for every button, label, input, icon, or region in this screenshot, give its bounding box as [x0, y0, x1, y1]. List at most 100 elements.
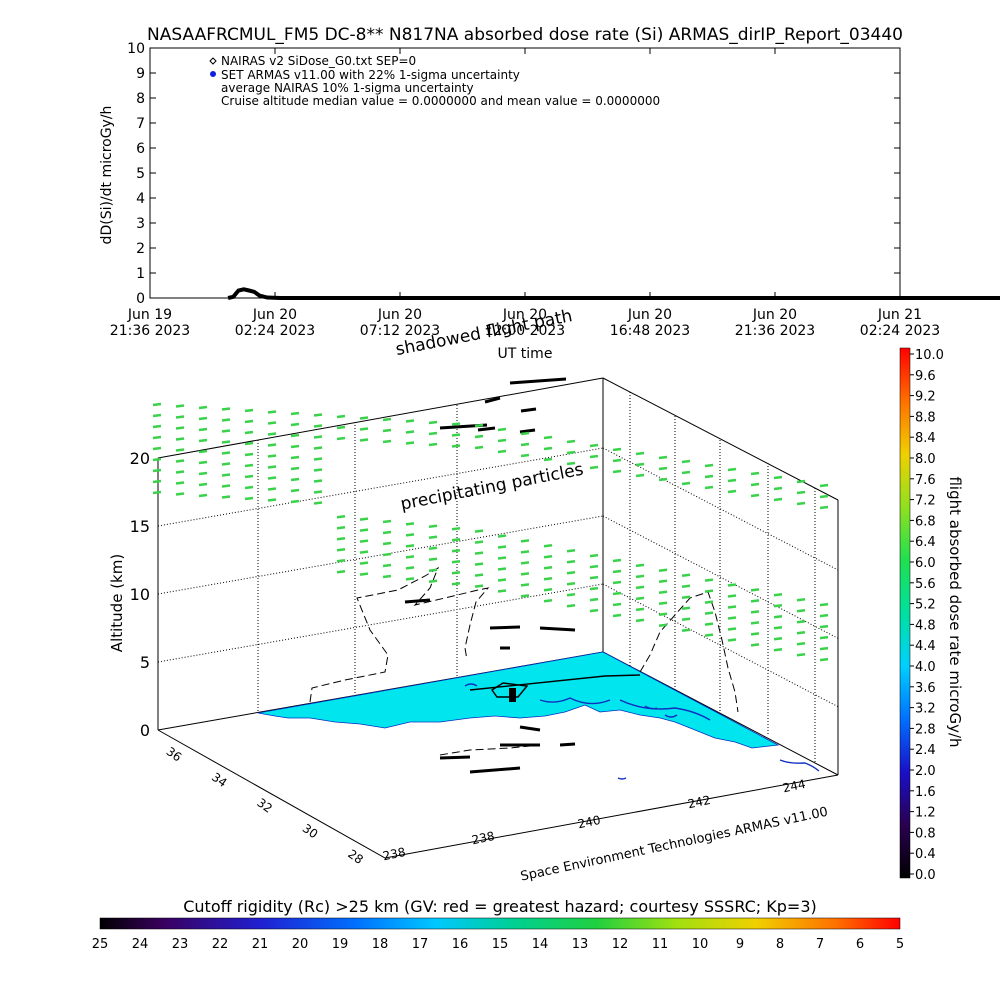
particle-mark: [198, 482, 208, 487]
particle-mark: [819, 657, 829, 662]
particle-mark: [681, 595, 691, 599]
particle-mark: [221, 451, 231, 455]
particle-mark: [267, 465, 277, 469]
particle-mark: [267, 443, 277, 447]
particle-mark: [566, 603, 576, 608]
particle-mark: [267, 421, 277, 425]
colorbar-tick-label: 0.0: [915, 868, 936, 883]
y-tick-label: 2: [136, 241, 145, 257]
track-segment: [509, 377, 567, 385]
particle-mark: [796, 479, 806, 484]
particle-mark: [382, 439, 392, 444]
grid-line: [157, 583, 604, 663]
particle-mark: [359, 517, 369, 521]
track-segment: [489, 625, 521, 630]
particle-mark: [313, 501, 323, 505]
particle-mark: [796, 652, 806, 657]
x-tick-label: Jun 20: [752, 307, 797, 323]
y-tick-label: 10: [127, 41, 145, 57]
cutoff-tick-label: 18: [372, 937, 389, 952]
particle-mark: [267, 432, 277, 436]
particle-mark: [704, 485, 714, 490]
particle-mark: [681, 470, 691, 475]
particle-mark: [520, 550, 530, 554]
particle-mark: [727, 627, 737, 631]
particle-mark: [198, 427, 208, 432]
particle-mark: [566, 548, 576, 553]
colorbar-tick-label: 6.8: [915, 514, 936, 529]
surface-markings: [464, 683, 820, 780]
particle-mark: [428, 557, 438, 562]
particle-field: [152, 402, 829, 662]
particle-mark: [773, 637, 783, 641]
particle-mark: [520, 583, 530, 587]
lon-tick-label: 242: [687, 793, 712, 811]
lat-tick-label: 34: [209, 770, 230, 790]
particle-mark: [543, 566, 553, 570]
particle-mark: [221, 440, 231, 444]
particle-mark: [175, 470, 185, 474]
series-layer: [227, 287, 1000, 300]
particle-mark: [451, 422, 461, 426]
particle-mark: [382, 541, 392, 546]
x-tick-label: Jun 20: [377, 307, 422, 323]
particle-mark: [198, 493, 208, 498]
particle-mark: [175, 492, 185, 496]
particle-mark: [750, 643, 760, 647]
particle-mark: [520, 594, 530, 598]
y-tick-label: 5: [136, 166, 145, 182]
particle-mark: [750, 610, 760, 614]
particle-mark: [589, 564, 599, 569]
particle-mark: [796, 630, 806, 635]
cutoff-gradient: [99, 917, 901, 930]
x-tick-label: 21:36 2023: [735, 323, 815, 339]
figure-title: NASAAFRCMUL_FM5 DC-8** N817NA absorbed d…: [147, 25, 903, 45]
cutoff-ticks: 25 24 23 22 21 20 19 18 17 16 15 14 13 12 11 10 9 8 7 6 5: [92, 937, 904, 952]
particle-mark: [727, 616, 737, 620]
cutoff-tick-label: 15: [492, 937, 509, 952]
particle-mark: [313, 413, 323, 417]
cutoff-tick-label: 22: [212, 937, 229, 952]
z-axis-label: Altitude (km): [108, 554, 126, 652]
colorbar-label: flight absorbed dose rate microGy/h: [946, 476, 964, 747]
particle-mark: [336, 536, 346, 541]
particle-mark: [796, 608, 806, 613]
colorbar-tick-label: 8.4: [915, 431, 936, 446]
particle-mark: [451, 581, 461, 586]
particle-mark: [635, 607, 645, 612]
particle-mark: [681, 459, 691, 464]
particle-mark: [773, 497, 783, 502]
x-tick-label: 07:12 2023: [360, 323, 440, 339]
particle-mark: [589, 465, 599, 470]
colorbar-tick-label: 6.4: [915, 535, 936, 550]
particle-mark: [198, 471, 208, 476]
cutoff-tick-label: 14: [532, 937, 549, 952]
particle-mark: [566, 559, 576, 564]
x-tick-label: Jun 19: [127, 307, 172, 323]
colorbar-tick-label: 5.6: [915, 577, 936, 592]
particle-mark: [221, 495, 231, 499]
particle-mark: [359, 539, 369, 543]
particle-mark: [497, 449, 507, 454]
cutoff-tick-label: 13: [572, 937, 589, 952]
legend-item: Cruise altitude median value = 0.0000000…: [221, 94, 660, 108]
particle-mark: [773, 648, 783, 652]
particle-mark: [612, 613, 622, 618]
particle-mark: [428, 431, 438, 436]
colorbar-tick-label: 1.2: [915, 806, 936, 821]
particle-mark: [336, 436, 346, 441]
particle-mark: [520, 431, 530, 436]
legend-item: average NAIRAS 10% 1-sigma uncertainty: [221, 81, 474, 95]
particle-mark: [451, 548, 461, 553]
particle-mark: [543, 446, 553, 451]
particle-mark: [750, 621, 760, 625]
particle-mark: [405, 441, 415, 445]
credit-text: Space Environment Technologies ARMAS v11…: [519, 805, 829, 885]
colorbar-tick-label: 3.6: [915, 681, 936, 696]
lon-tick-label: 244: [782, 777, 807, 795]
colorbar-tick-label: 8.0: [915, 452, 936, 467]
particle-mark: [336, 525, 346, 530]
colorbar-tick-label: 2.0: [915, 764, 936, 779]
